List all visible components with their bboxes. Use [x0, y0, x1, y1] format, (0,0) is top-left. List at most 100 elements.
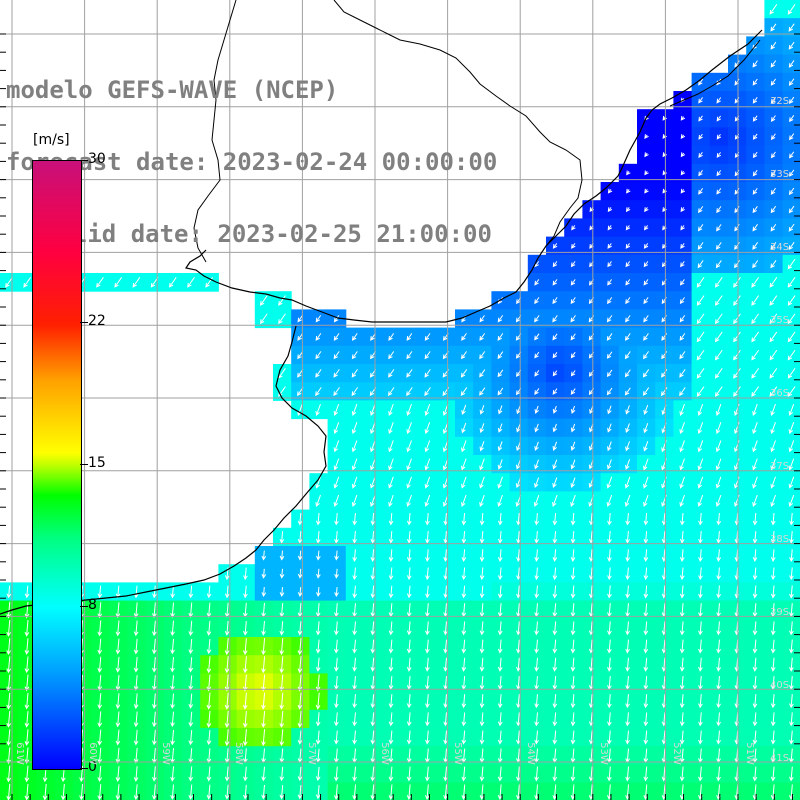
- wind-arrow: [97, 602, 103, 619]
- wind-arrow: [643, 440, 649, 452]
- wind-arrow: [643, 476, 649, 489]
- wind-arrow: [552, 405, 558, 414]
- wind-arrow: [24, 620, 30, 637]
- wind-arrow: [425, 730, 430, 745]
- wind-arrow: [370, 712, 376, 727]
- wind-arrow: [752, 97, 758, 104]
- wind-arrow: [642, 369, 650, 378]
- wind-arrow: [769, 277, 778, 288]
- wind-arrow: [698, 151, 703, 159]
- wind-arrow: [552, 531, 558, 544]
- wind-arrow: [752, 621, 758, 636]
- wind-arrow: [552, 477, 558, 488]
- wind-arrow: [461, 422, 467, 434]
- wind-arrow: [406, 784, 412, 800]
- wind-arrow: [734, 242, 740, 250]
- wind-arrow: [679, 403, 685, 416]
- wind-arrow: [297, 730, 303, 745]
- wind-arrow: [552, 639, 558, 654]
- wind-arrow: [334, 550, 339, 561]
- wind-arrow: [5, 277, 13, 288]
- wind-arrow: [697, 224, 704, 232]
- wind-arrow: [714, 331, 723, 343]
- wind-arrow: [625, 639, 630, 654]
- wind-arrow: [334, 766, 339, 782]
- wind-arrow: [715, 242, 722, 250]
- wind-arrow: [351, 351, 358, 360]
- wind-arrow: [388, 369, 395, 378]
- wind-arrow: [752, 476, 758, 489]
- wind-arrow: [133, 711, 139, 728]
- wind-arrow: [661, 369, 668, 378]
- wind-arrow: [461, 730, 467, 745]
- wind-arrow: [206, 766, 212, 782]
- wind-arrow: [406, 694, 412, 709]
- wind-arrow: [716, 133, 722, 140]
- wind-arrow: [297, 512, 303, 526]
- wind-arrow: [443, 766, 448, 782]
- wind-arrow: [188, 693, 194, 709]
- wind-arrow: [789, 133, 795, 141]
- wind-arrow: [497, 567, 503, 581]
- wind-arrow: [315, 369, 322, 378]
- wind-arrow: [461, 512, 467, 526]
- wind-arrow: [424, 494, 431, 507]
- wind-arrow: [643, 404, 649, 415]
- wind-arrow: [734, 224, 740, 232]
- wind-arrow: [424, 476, 431, 489]
- wind-arrow: [789, 512, 794, 526]
- wind-arrow: [460, 369, 468, 378]
- wind-arrow: [751, 313, 760, 325]
- latitude-label: 32S: [770, 96, 790, 107]
- wind-arrow: [752, 60, 758, 68]
- wind-arrow: [424, 440, 431, 453]
- wind-arrow: [570, 621, 576, 636]
- wind-arrow: [770, 23, 777, 32]
- wind-arrow: [607, 261, 612, 268]
- wind-arrow: [152, 729, 157, 746]
- wind-arrow: [242, 710, 248, 728]
- wind-arrow: [770, 422, 776, 435]
- wind-arrow: [789, 567, 794, 581]
- wind-arrow: [770, 440, 776, 453]
- wind-arrow: [497, 730, 503, 745]
- wind-arrow: [115, 729, 121, 746]
- wind-arrow: [624, 369, 631, 378]
- wind-arrow: [261, 568, 267, 579]
- wind-arrow: [571, 225, 576, 231]
- wind-arrow: [497, 423, 503, 433]
- wind-arrow: [770, 712, 776, 727]
- wind-arrow: [206, 784, 212, 800]
- wind-arrow: [570, 388, 576, 395]
- wind-arrow: [769, 386, 778, 397]
- wind-arrow: [643, 639, 649, 654]
- wind-arrow: [516, 512, 521, 526]
- wind-arrow: [643, 512, 649, 526]
- wind-arrow: [789, 766, 794, 782]
- wind-arrow: [716, 712, 721, 727]
- wind-arrow: [479, 712, 485, 727]
- wind-arrow: [315, 403, 321, 416]
- wind-arrow: [425, 657, 430, 672]
- wind-arrow: [133, 620, 139, 637]
- wind-arrow: [479, 694, 485, 709]
- wind-arrow: [716, 694, 721, 709]
- wind-arrow: [97, 638, 103, 655]
- wind-arrow: [789, 621, 794, 636]
- wind-arrow: [133, 602, 139, 619]
- wind-arrow: [715, 440, 722, 453]
- wind-arrow: [315, 785, 321, 800]
- wind-arrow: [60, 784, 66, 800]
- wind-arrow: [752, 78, 758, 86]
- wind-arrow: [679, 422, 685, 435]
- wind-arrow: [698, 78, 704, 86]
- wind-arrow: [770, 476, 776, 489]
- wind-arrow: [715, 494, 722, 507]
- wind-arrow: [698, 567, 703, 581]
- wind-arrow: [788, 440, 795, 453]
- wind-arrow: [243, 567, 248, 581]
- wind-arrow: [680, 225, 685, 231]
- wind-arrow: [607, 694, 612, 709]
- wind-arrow: [461, 567, 467, 581]
- wind-arrow: [152, 585, 157, 599]
